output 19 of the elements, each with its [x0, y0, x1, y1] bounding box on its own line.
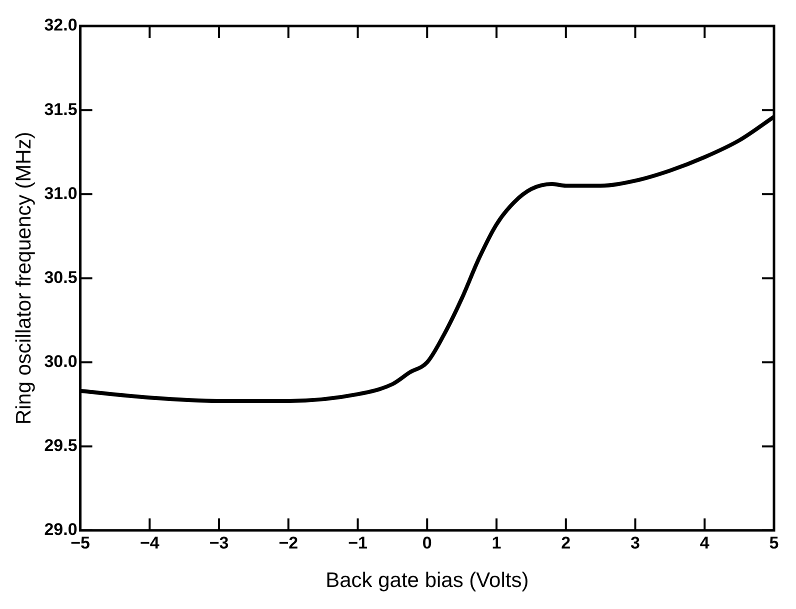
- x-tick-label: −1: [348, 533, 368, 552]
- x-tick-label: 0: [422, 533, 432, 552]
- x-tick-label: 2: [561, 533, 571, 552]
- x-tick-label: −3: [209, 533, 229, 552]
- y-tick-label: 31.5: [44, 100, 78, 119]
- y-tick-label: 30.5: [44, 268, 78, 287]
- y-tick-label: 32.0: [44, 16, 78, 35]
- x-tick-label: 1: [492, 533, 502, 552]
- x-tick-label: −4: [140, 533, 160, 552]
- y-tick-label: 30.0: [44, 352, 78, 371]
- x-tick-label: 3: [630, 533, 640, 552]
- y-axis-title: Ring oscillator frequency (MHz): [12, 132, 36, 425]
- y-tick-label: 29.5: [44, 436, 78, 456]
- y-tick-label: 29.0: [44, 520, 78, 540]
- x-tick-label: −2: [278, 533, 298, 552]
- x-axis-title: Back gate bias (Volts): [326, 569, 529, 592]
- x-tick-label: 4: [700, 533, 710, 552]
- y-tick-label: 31.0: [44, 184, 78, 203]
- x-tick-label: 5: [769, 533, 779, 552]
